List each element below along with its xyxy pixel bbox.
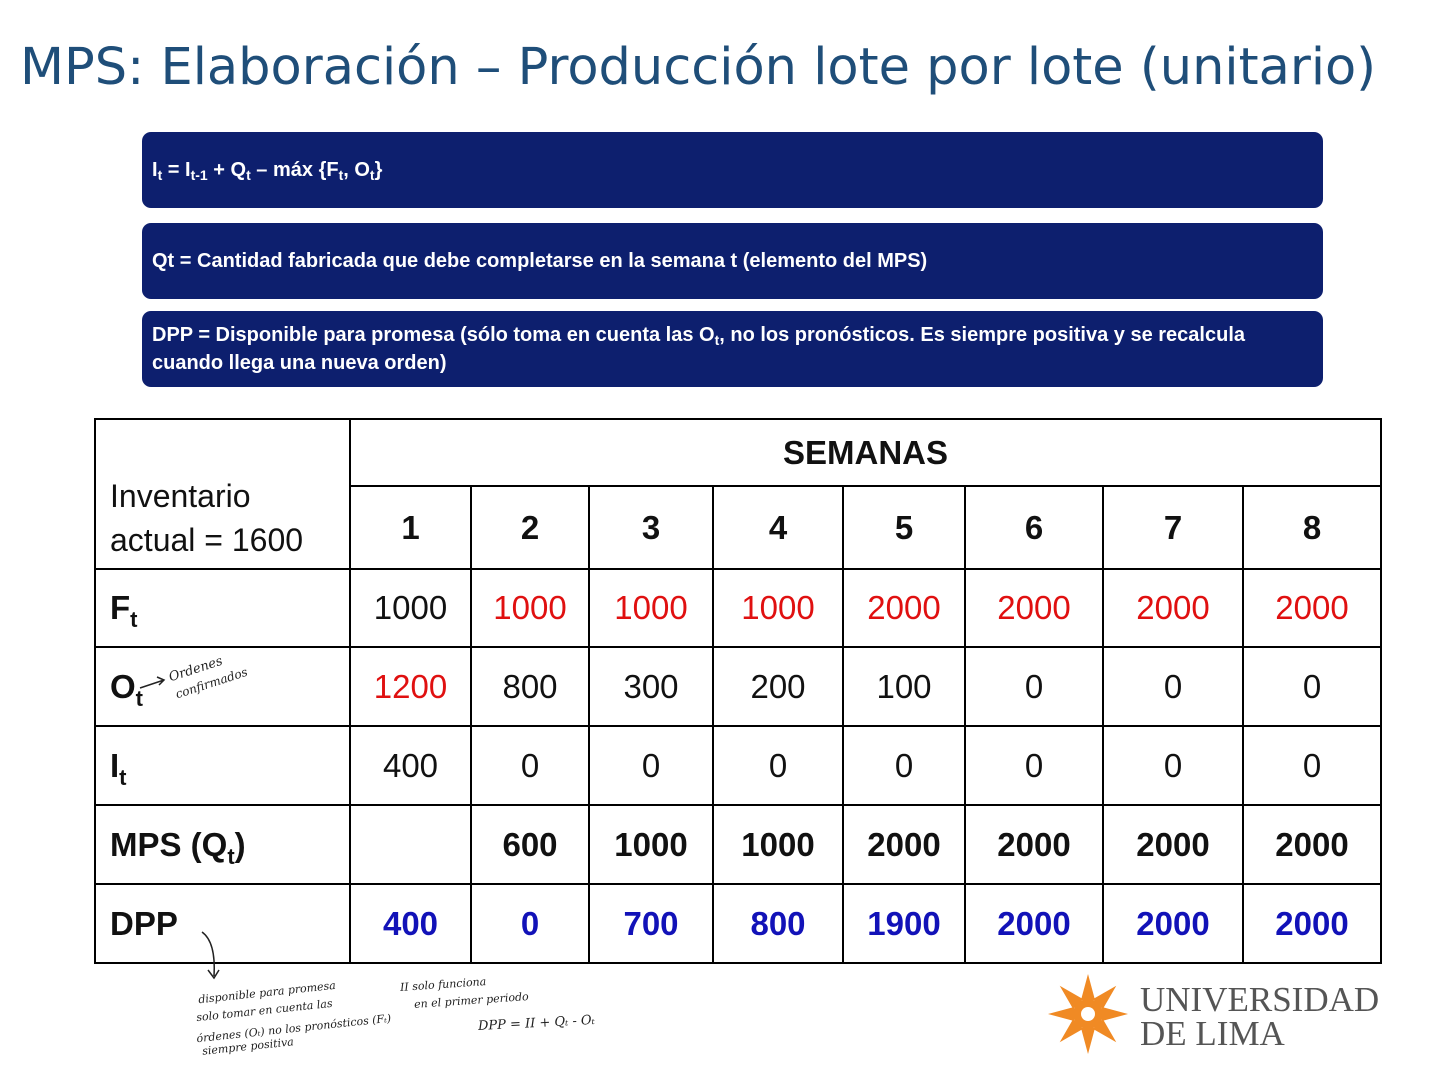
dpp-cell: 700 bbox=[588, 883, 714, 964]
orders-cell: 0 bbox=[1242, 646, 1382, 727]
week-number: 3 bbox=[588, 485, 714, 570]
week-number: 2 bbox=[470, 485, 590, 570]
orders-row: Ot Ordenes confirmados 1200 800 300 200 … bbox=[94, 646, 1382, 727]
inventory-label-2: actual = 1600 bbox=[110, 522, 304, 558]
logo-line-1: UNIVERSIDAD bbox=[1140, 980, 1380, 1019]
forecast-cell: 1000 bbox=[588, 568, 714, 648]
mps-cell: 2000 bbox=[1102, 804, 1244, 885]
orders-cell: 0 bbox=[1102, 646, 1244, 727]
orders-cell: 200 bbox=[712, 646, 844, 727]
mps-cell bbox=[349, 804, 472, 885]
handwritten-note-formula: DPP = II + Qₜ - Oₜ bbox=[477, 1012, 596, 1035]
dpp-row: DPP 400 0 700 800 1900 2000 2000 2000 bbox=[94, 883, 1382, 964]
inventory-value-cell: 400 bbox=[349, 725, 472, 806]
mps-row-label: MPS (Qt) bbox=[94, 804, 351, 885]
inventory-row-label: It bbox=[94, 725, 351, 806]
mps-cell: 2000 bbox=[1242, 804, 1382, 885]
week-number: 5 bbox=[842, 485, 966, 570]
dpp-cell: 2000 bbox=[1242, 883, 1382, 964]
page-title: MPS: Elaboración – Producción lote por l… bbox=[20, 38, 1377, 97]
university-logo-icon bbox=[1048, 974, 1128, 1054]
inventory-value-cell: 0 bbox=[964, 725, 1104, 806]
forecast-cell: 1000 bbox=[349, 568, 472, 648]
handwritten-arrow-icon bbox=[139, 676, 166, 689]
inventory-value-cell: 0 bbox=[1242, 725, 1382, 806]
week-number: 1 bbox=[349, 485, 472, 570]
dpp-cell: 400 bbox=[349, 883, 472, 964]
week-number: 4 bbox=[712, 485, 844, 570]
orders-row-label: Ot Ordenes confirmados bbox=[94, 646, 351, 727]
weeks-header: SEMANAS bbox=[349, 418, 1382, 487]
inventory-value-cell: 0 bbox=[842, 725, 966, 806]
mps-cell: 1000 bbox=[712, 804, 844, 885]
mps-cell: 600 bbox=[470, 804, 590, 885]
qt-definition-box: Qt = Cantidad fabricada que debe complet… bbox=[142, 223, 1323, 299]
dpp-cell: 1900 bbox=[842, 883, 966, 964]
inventory-label-1: Inventario bbox=[110, 478, 251, 514]
forecast-cell: 2000 bbox=[842, 568, 966, 648]
dpp-definition-text: DPP = Disponible para promesa (sólo toma… bbox=[152, 324, 1246, 374]
dpp-cell: 2000 bbox=[964, 883, 1104, 964]
week-number: 7 bbox=[1102, 485, 1244, 570]
forecast-cell: 2000 bbox=[964, 568, 1104, 648]
handwritten-note-ii-1: II solo funciona bbox=[399, 975, 487, 994]
mps-cell: 2000 bbox=[842, 804, 966, 885]
forecast-cell: 2000 bbox=[1102, 568, 1244, 648]
logo-line-2: DE LIMA bbox=[1140, 1014, 1285, 1053]
dpp-cell: 2000 bbox=[1102, 883, 1244, 964]
inventory-row: It 400 0 0 0 0 0 0 0 bbox=[94, 725, 1382, 806]
inventory-value-cell: 0 bbox=[470, 725, 590, 806]
qt-definition-text: Qt = Cantidad fabricada que debe complet… bbox=[152, 249, 928, 272]
formula-box: It = It-1 + Qt – máx {Ft, Ot} bbox=[142, 132, 1323, 208]
forecast-cell: 1000 bbox=[712, 568, 844, 648]
formula-text: It = It-1 + Qt – máx {Ft, Ot} bbox=[152, 158, 383, 183]
orders-cell: 100 bbox=[842, 646, 966, 727]
orders-cell: 1200 bbox=[349, 646, 472, 727]
dpp-cell: 0 bbox=[470, 883, 590, 964]
handwritten-down-arrow-icon bbox=[201, 931, 220, 980]
inventory-value-cell: 0 bbox=[712, 725, 844, 806]
orders-cell: 0 bbox=[964, 646, 1104, 727]
mps-row: MPS (Qt) 600 1000 1000 2000 2000 2000 20… bbox=[94, 804, 1382, 885]
inventory-value-cell: 0 bbox=[1102, 725, 1244, 806]
handwritten-note-ii-2: en el primer periodo bbox=[413, 990, 530, 1011]
inventory-value-cell: 0 bbox=[588, 725, 714, 806]
inventory-cell: Inventario actual = 1600 bbox=[94, 418, 351, 570]
mps-cell: 1000 bbox=[588, 804, 714, 885]
mps-cell: 2000 bbox=[964, 804, 1104, 885]
forecast-row: Ft 1000 1000 1000 1000 2000 2000 2000 20… bbox=[94, 568, 1382, 648]
dpp-cell: 800 bbox=[712, 883, 844, 964]
dpp-definition-box: DPP = Disponible para promesa (sólo toma… bbox=[142, 311, 1323, 387]
dpp-row-label: DPP bbox=[94, 883, 351, 964]
mps-table: Inventario actual = 1600 SEMANAS 1 2 3 4… bbox=[94, 418, 1382, 964]
forecast-cell: 2000 bbox=[1242, 568, 1382, 648]
forecast-cell: 1000 bbox=[470, 568, 590, 648]
week-number: 6 bbox=[964, 485, 1104, 570]
forecast-row-label: Ft bbox=[94, 568, 351, 648]
orders-cell: 300 bbox=[588, 646, 714, 727]
week-number: 8 bbox=[1242, 485, 1382, 570]
orders-cell: 800 bbox=[470, 646, 590, 727]
